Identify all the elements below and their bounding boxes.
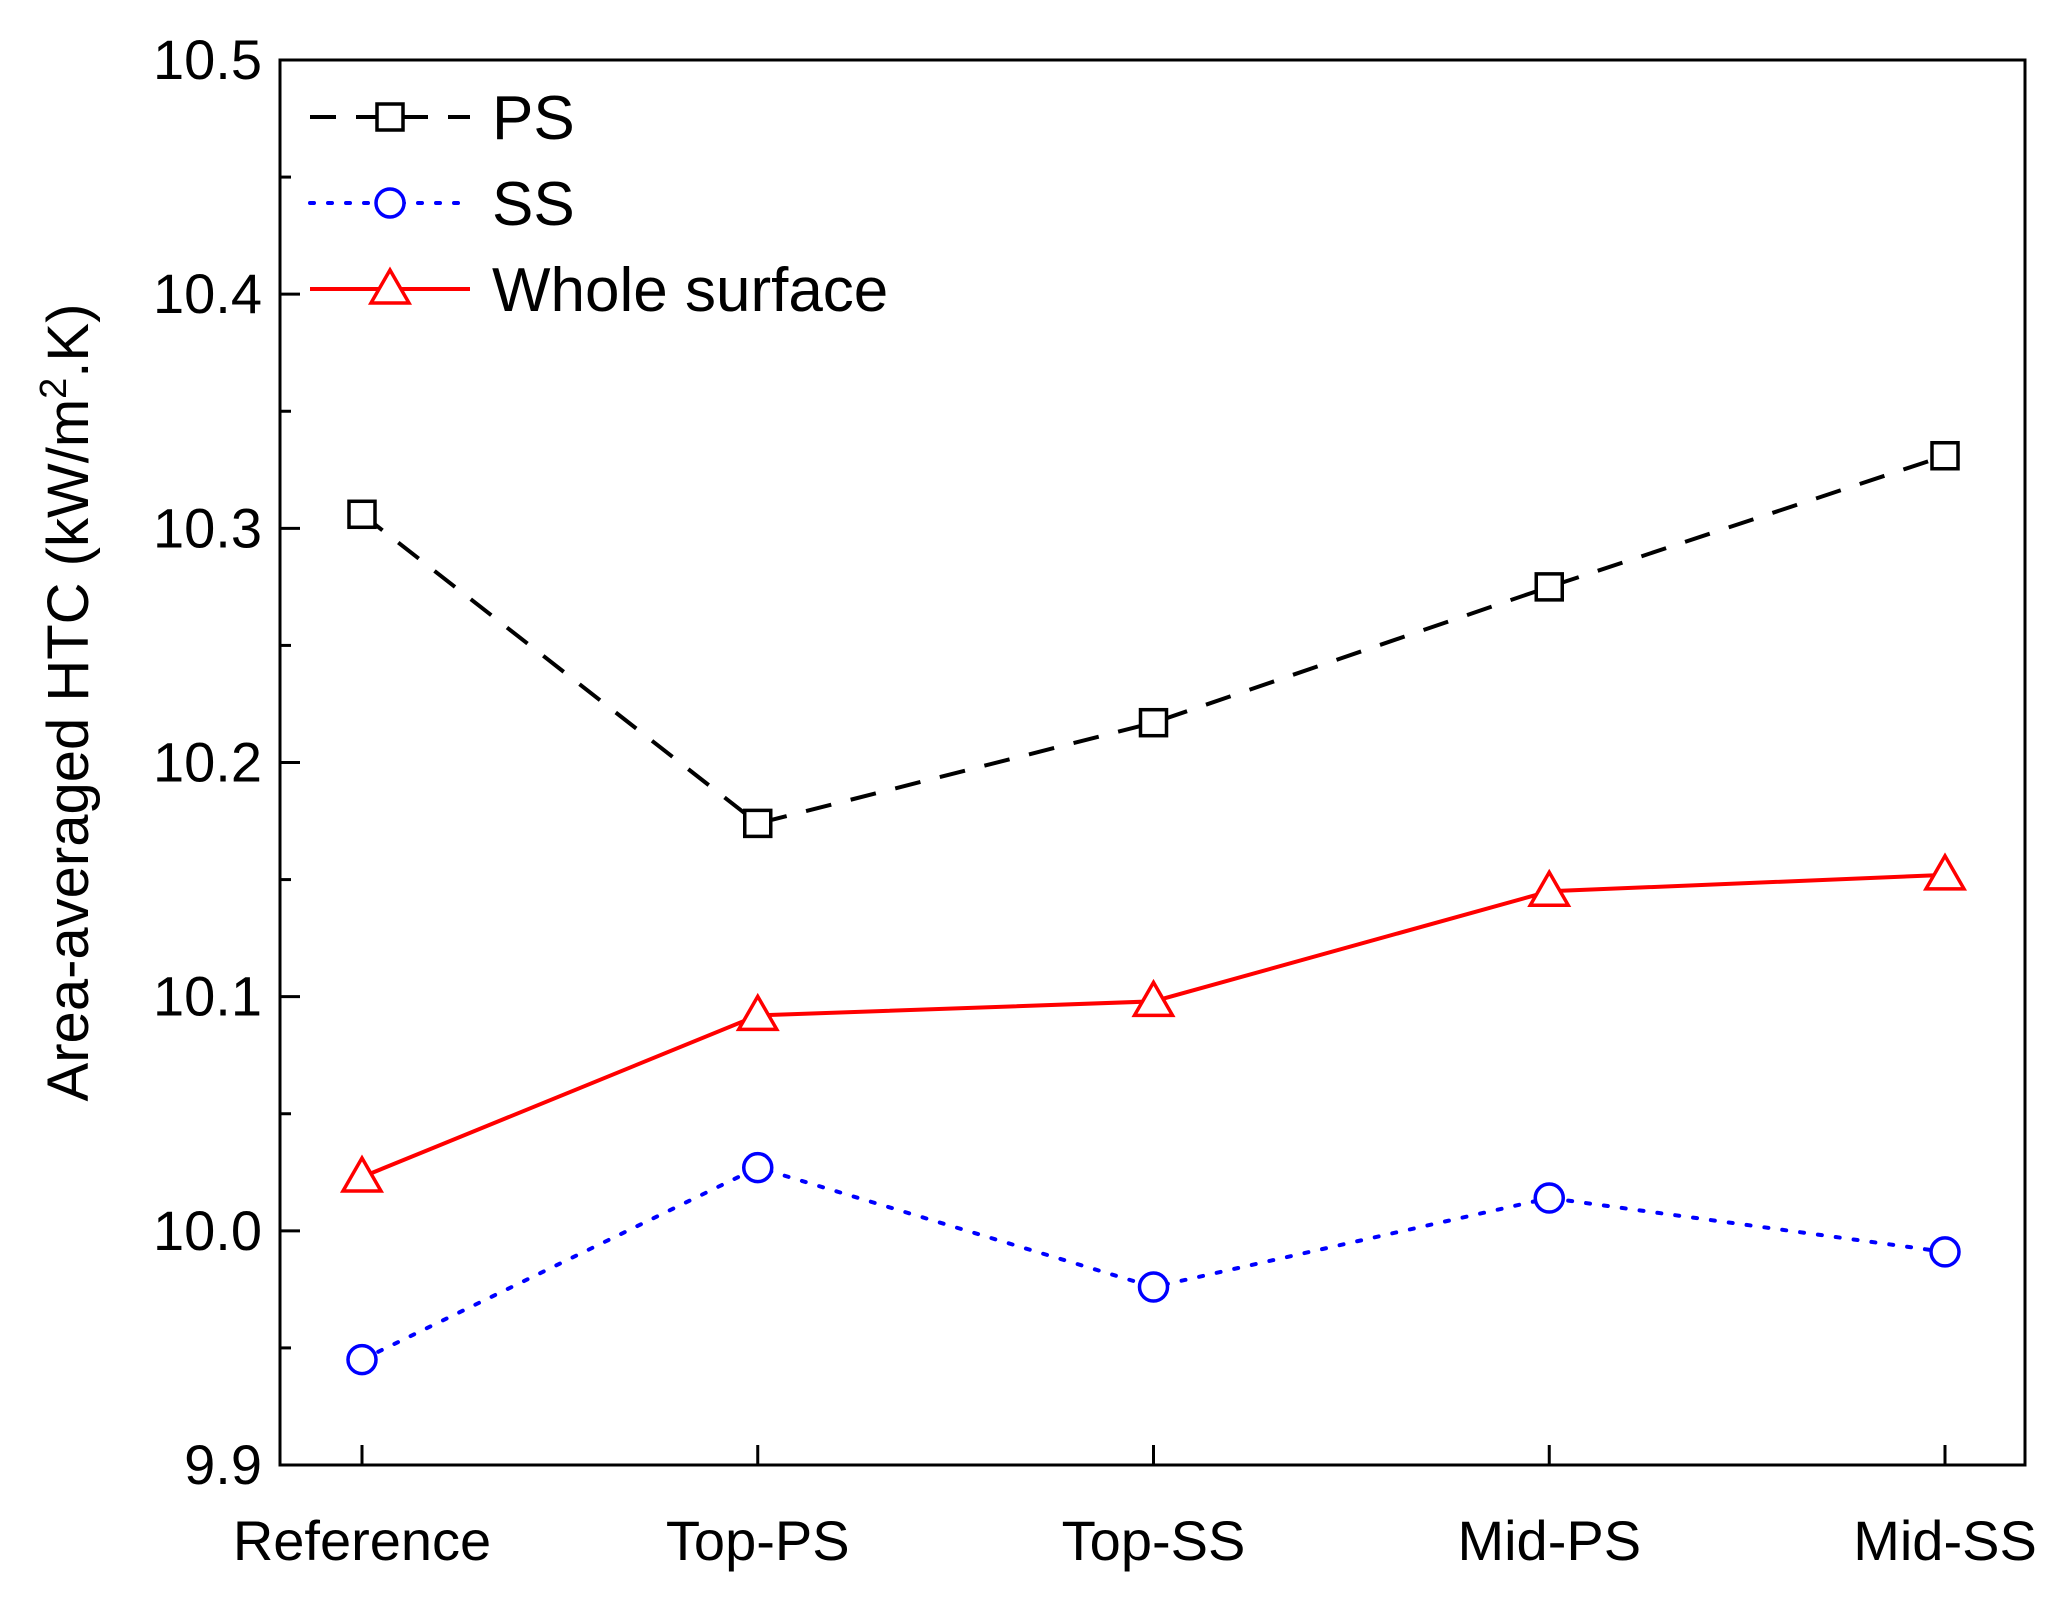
data-point xyxy=(1929,1236,1961,1268)
y-tick-label: 10.2 xyxy=(153,731,262,794)
y-tick-labels: 9.9 10.0 10.1 10.2 10.3 10.4 10.5 xyxy=(153,28,262,1496)
data-point xyxy=(1930,440,1960,471)
y-tick-label: 9.9 xyxy=(184,1433,262,1496)
y-axis-label-main: Area-averaged HTC (kW/m xyxy=(36,399,101,1102)
data-point xyxy=(1922,852,1968,891)
legend: PS SS Whole surface xyxy=(308,84,888,325)
y-tick-label: 10.1 xyxy=(153,965,262,1028)
data-point xyxy=(346,1343,378,1376)
legend-marker xyxy=(375,102,405,132)
y-tick-label: 10.3 xyxy=(153,496,262,559)
legend-marker xyxy=(367,266,413,305)
y-axis-label-superscript: 2 xyxy=(33,378,75,399)
legend-entry: Whole surface xyxy=(310,256,888,325)
y-axis-label: Area-averaged HTC (kW/m2.K) xyxy=(33,304,101,1102)
y-tick-label: 10.5 xyxy=(153,28,262,91)
data-point xyxy=(347,499,377,530)
series-ps xyxy=(347,440,1960,839)
series-whole-surface xyxy=(339,852,1968,1193)
data-point xyxy=(743,808,773,839)
legend-marker xyxy=(374,187,406,219)
y-axis-label-tail: .K) xyxy=(36,304,101,378)
data-point xyxy=(1534,572,1564,602)
data-point xyxy=(735,992,780,1032)
x-tick-label: Top-SS xyxy=(1062,1509,1246,1572)
data-point xyxy=(1533,1182,1565,1214)
x-tick-label: Reference xyxy=(233,1509,491,1572)
series-line xyxy=(360,453,1946,826)
series-ss xyxy=(346,1151,1961,1376)
data-point xyxy=(742,1151,774,1184)
data-point xyxy=(1527,868,1572,908)
legend-entry: PS xyxy=(310,84,575,153)
legend-label: Whole surface xyxy=(492,256,888,325)
y-tick-label: 10.0 xyxy=(153,1199,262,1262)
series-line xyxy=(360,1165,1947,1362)
legend-label: PS xyxy=(492,84,575,153)
x-tick-label: Mid-PS xyxy=(1457,1509,1641,1572)
x-tick-label: Mid-SS xyxy=(1853,1509,2037,1572)
data-point xyxy=(1138,707,1169,738)
data-point xyxy=(1131,978,1176,1018)
legend-entry: SS xyxy=(308,170,575,239)
x-tick-labels: Reference Top-PS Top-SS Mid-PS Mid-SS xyxy=(233,1509,2037,1572)
data-point xyxy=(1137,1271,1170,1303)
y-tick-label: 10.4 xyxy=(153,262,262,325)
x-tick-label: Top-PS xyxy=(666,1509,850,1572)
data-point xyxy=(339,1154,385,1193)
plot-area-frame xyxy=(278,58,2027,1467)
series-line xyxy=(361,872,1946,1179)
series-layer xyxy=(339,440,1968,1376)
legend-label: SS xyxy=(492,170,575,239)
